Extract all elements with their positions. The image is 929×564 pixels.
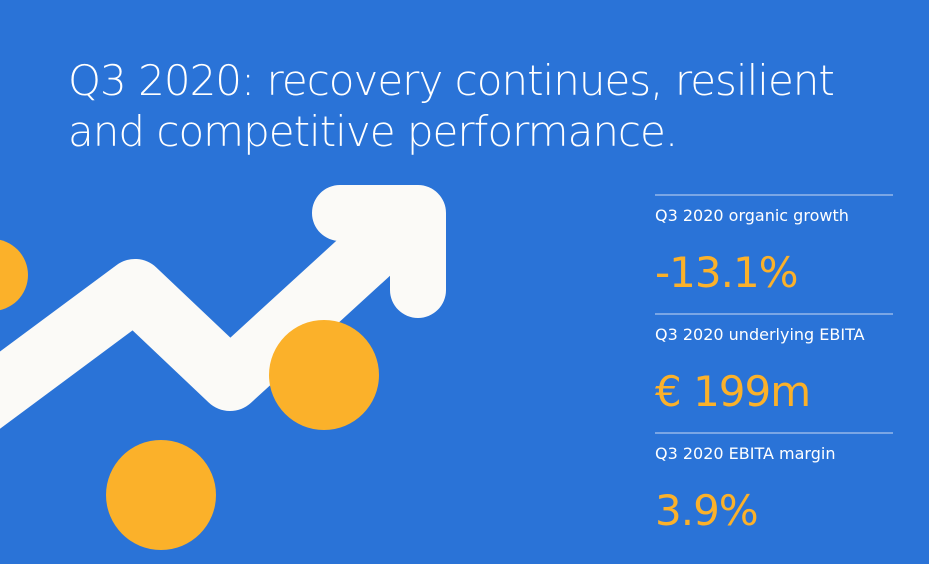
metric-value: € 199m (655, 367, 810, 416)
arrow-body (0, 197, 426, 429)
title-line: Q3 2020: recovery continues, resilient (68, 56, 834, 105)
metric-label: Q3 2020 underlying EBITA (655, 325, 865, 344)
circle (269, 320, 379, 430)
circle (106, 440, 216, 550)
metric-value: -13.1% (655, 248, 798, 297)
metric-label: Q3 2020 EBITA margin (655, 444, 835, 463)
metrics: Q3 2020 organic growth -13.1% Q3 2020 unde… (655, 194, 893, 535)
circle (0, 239, 28, 311)
metric-label: Q3 2020 organic growth (655, 206, 849, 225)
arrow-head (312, 185, 446, 318)
title-line: and competitive performance. (68, 107, 677, 156)
metric-value: 3.9% (655, 486, 758, 535)
